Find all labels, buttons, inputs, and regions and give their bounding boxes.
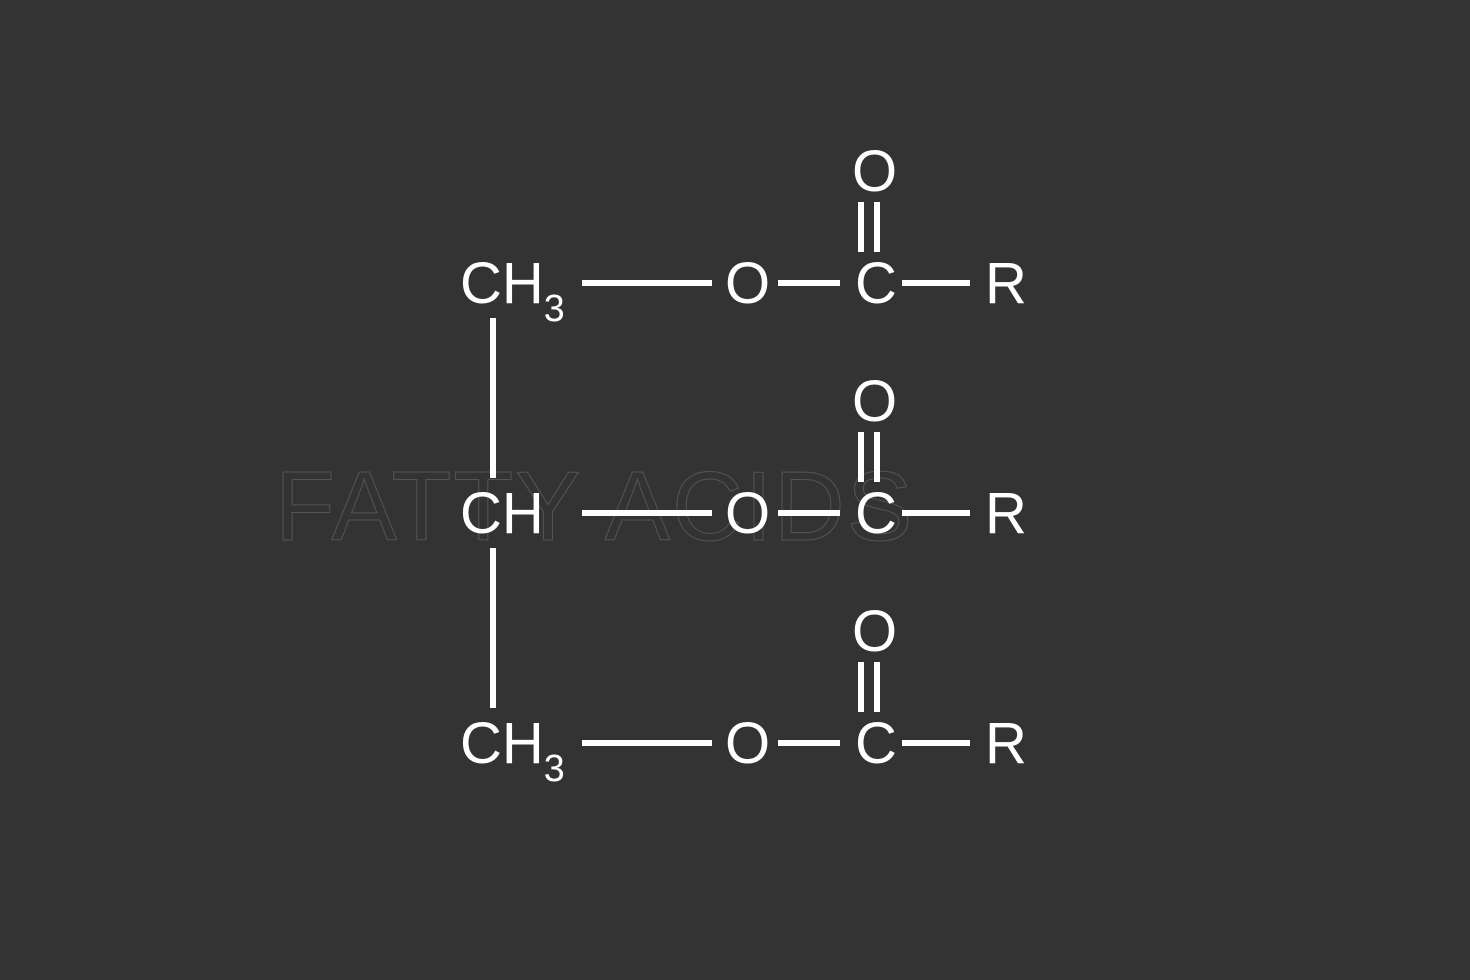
watermark-text: FATTY ACIDS: [275, 450, 914, 563]
atom-c-row3: C: [855, 710, 897, 777]
bond-backbone-1: [490, 318, 496, 478]
atom-r-row1: R: [985, 250, 1027, 317]
atom-ch3-bot: CH3: [460, 710, 565, 785]
atom-r-row2: R: [985, 480, 1027, 547]
double-bond-2: [858, 432, 880, 482]
bond-backbone-2: [490, 548, 496, 708]
bond-c-r-2: [902, 510, 970, 516]
bond-ch-o-3: [582, 740, 712, 746]
atom-o-row1: O: [725, 250, 770, 317]
double-bond-1: [858, 202, 880, 252]
bond-ch-o-2: [582, 510, 712, 516]
atom-o-double-row2: O: [852, 368, 897, 435]
atom-c-row2: C: [855, 480, 897, 547]
atom-o-double-row3: O: [852, 598, 897, 665]
bond-ch-o-1: [582, 280, 712, 286]
atom-c-row1: C: [855, 250, 897, 317]
bond-o-c-2: [778, 510, 840, 516]
bond-o-c-3: [778, 740, 840, 746]
diagram-canvas: FATTY ACIDS CH3 O C R O CH O C R O CH3 O…: [0, 0, 1470, 980]
bond-c-r-1: [902, 280, 970, 286]
double-bond-3: [858, 662, 880, 712]
atom-o-row3: O: [725, 710, 770, 777]
bond-o-c-1: [778, 280, 840, 286]
atom-o-double-row1: O: [852, 138, 897, 205]
atom-ch3-top: CH3: [460, 250, 565, 325]
atom-o-row2: O: [725, 480, 770, 547]
bond-c-r-3: [902, 740, 970, 746]
atom-r-row3: R: [985, 710, 1027, 777]
atom-ch-mid: CH: [460, 480, 544, 547]
